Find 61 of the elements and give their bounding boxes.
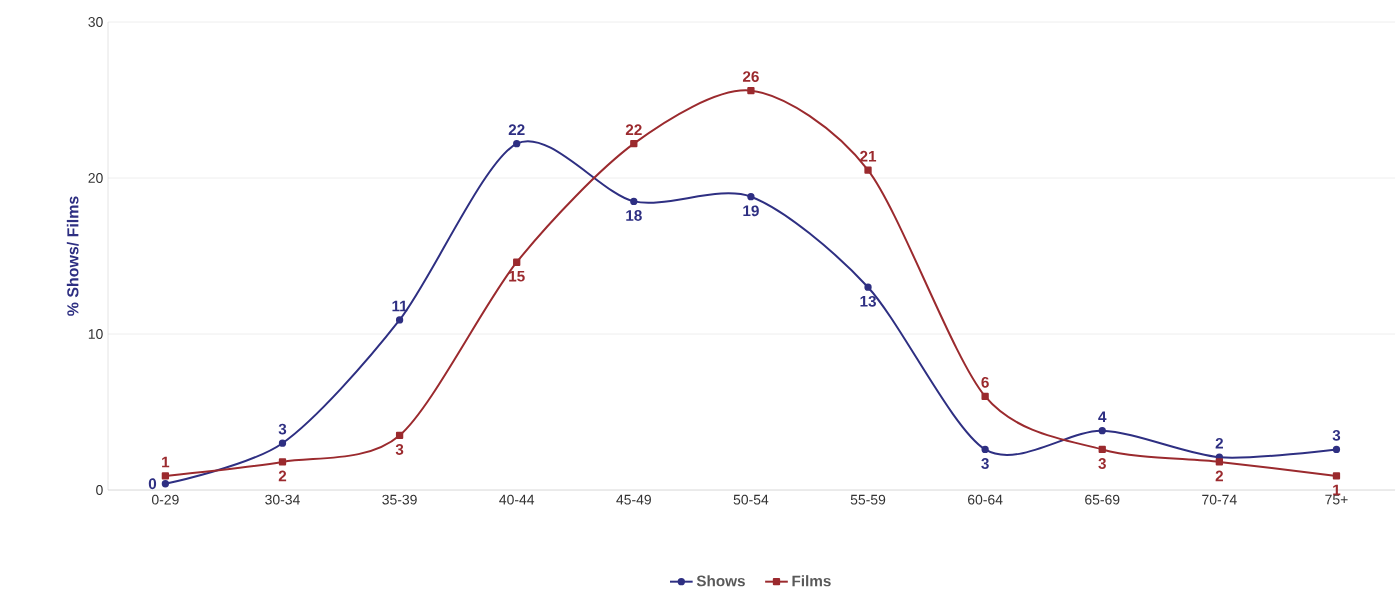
x-tick-label: 45-49 xyxy=(616,494,651,505)
x-tick-label: 30-34 xyxy=(265,494,300,505)
data-label: 15 xyxy=(509,270,525,282)
x-tick-label: 70-74 xyxy=(1202,494,1237,505)
point xyxy=(747,86,755,95)
point xyxy=(630,140,638,148)
point xyxy=(278,458,287,466)
data-label: 1 xyxy=(1333,484,1341,496)
data-label: 21 xyxy=(860,150,877,162)
y-tick-label: 20 xyxy=(88,173,103,183)
x-tick-label: 55-59 xyxy=(850,494,886,505)
data-label: 2 xyxy=(1215,470,1223,482)
data-label: 4 xyxy=(1098,411,1107,423)
point xyxy=(1332,472,1341,480)
x-tick-label: 60-64 xyxy=(968,494,1003,505)
point xyxy=(747,193,755,201)
point xyxy=(161,480,170,488)
x-tick-label: 40-44 xyxy=(499,494,535,505)
data-label: 26 xyxy=(742,71,759,82)
data-label: 11 xyxy=(392,300,408,312)
point xyxy=(161,472,170,480)
data-label: 0 xyxy=(148,478,157,490)
point xyxy=(864,283,872,291)
data-label: 1 xyxy=(162,456,170,468)
point xyxy=(864,166,872,174)
y-axis-title: % Shows/ Films xyxy=(66,196,79,316)
x-tick-label: 35-39 xyxy=(382,494,417,505)
y-tick-label: 30 xyxy=(88,17,103,27)
data-label: 22 xyxy=(625,124,642,135)
point xyxy=(981,445,989,454)
data-label: 18 xyxy=(626,210,642,221)
point xyxy=(1098,445,1106,454)
point xyxy=(513,258,521,266)
data-label: 3 xyxy=(1098,458,1106,469)
point xyxy=(1098,427,1106,435)
point xyxy=(513,140,521,148)
legend-label: Films xyxy=(792,575,831,587)
point xyxy=(1332,445,1341,454)
data-label: 3 xyxy=(1332,429,1341,441)
point xyxy=(981,392,989,401)
data-label: 3 xyxy=(981,458,989,469)
data-label: 3 xyxy=(278,423,287,435)
point xyxy=(278,439,287,447)
x-tick-label: 0-29 xyxy=(151,494,179,505)
data-label: 13 xyxy=(860,295,876,307)
data-label: 2 xyxy=(278,470,287,482)
data-label: 2 xyxy=(1215,437,1223,449)
point xyxy=(1215,458,1224,466)
data-label: 6 xyxy=(981,376,989,388)
data-label: 19 xyxy=(743,205,759,217)
data-label: 22 xyxy=(508,124,525,135)
y-tick-label: 10 xyxy=(88,329,103,339)
x-tick-label: 75+ xyxy=(1325,494,1348,505)
x-tick-label: 65-69 xyxy=(1085,494,1120,505)
point xyxy=(395,431,404,440)
x-tick-label: 50-54 xyxy=(733,494,769,505)
point xyxy=(395,316,404,324)
data-label: 3 xyxy=(395,444,404,455)
y-tick-label: 0 xyxy=(96,485,103,495)
legend-label: Shows xyxy=(696,575,745,587)
point xyxy=(630,197,638,206)
